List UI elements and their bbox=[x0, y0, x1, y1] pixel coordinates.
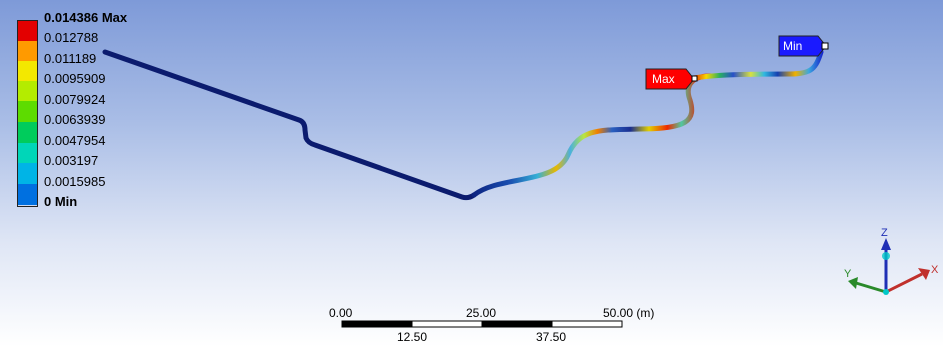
scale-label-50: 50.00 (m) bbox=[603, 306, 654, 320]
x-axis-arrow bbox=[918, 268, 930, 280]
scale-label-25: 25.00 bbox=[466, 306, 496, 320]
legend-swatch-5 bbox=[18, 122, 37, 143]
y-axis-arrow bbox=[848, 277, 858, 289]
min-probe-label: Min bbox=[783, 39, 802, 53]
min-probe[interactable]: Min bbox=[778, 35, 829, 57]
triad-origin-sphere bbox=[882, 252, 890, 260]
pipe-segment-upper[interactable] bbox=[691, 49, 824, 81]
triad-origin bbox=[883, 289, 889, 295]
scale-label-37-5: 37.50 bbox=[536, 330, 566, 344]
legend-label-6: 0.0047954 bbox=[44, 133, 106, 148]
scale-label-0: 0.00 bbox=[329, 306, 353, 320]
legend-swatch-3 bbox=[18, 81, 37, 101]
legend-label-7: 0.003197 bbox=[44, 153, 99, 168]
color-legend[interactable]: 0.014386 Max 0.012788 0.011189 0.0095909… bbox=[0, 0, 160, 215]
legend-label-3: 0.0095909 bbox=[44, 71, 106, 86]
max-probe[interactable]: Max bbox=[645, 68, 698, 90]
legend-swatch-8 bbox=[18, 184, 37, 205]
legend-label-1: 0.012788 bbox=[44, 30, 99, 45]
max-probe-label: Max bbox=[652, 72, 675, 86]
legend-swatch-2 bbox=[18, 61, 37, 81]
legend-label-4: 0.0079924 bbox=[44, 92, 106, 107]
pipe-segment-right[interactable] bbox=[471, 73, 713, 198]
y-axis-label: Y bbox=[844, 268, 852, 280]
scale-label-12-5: 12.50 bbox=[397, 330, 427, 344]
legend-label-5: 0.0063939 bbox=[44, 112, 106, 127]
x-axis-line bbox=[885, 272, 923, 294]
legend-label-min: 0 Min bbox=[44, 194, 78, 209]
axis-triad[interactable]: Z X Y bbox=[844, 227, 939, 295]
scale-bar bbox=[341, 320, 623, 328]
legend-swatch-1 bbox=[18, 41, 37, 61]
legend-swatch-4 bbox=[18, 101, 37, 122]
legend-swatch-6 bbox=[18, 143, 37, 163]
legend-label-2: 0.011189 bbox=[44, 51, 97, 66]
legend-frame bbox=[17, 20, 38, 207]
z-axis-arrow bbox=[881, 238, 891, 250]
legend-swatch-0 bbox=[18, 21, 37, 41]
legend-label-max: 0.014386 Max bbox=[44, 10, 128, 25]
legend-swatch-7 bbox=[18, 163, 37, 184]
x-axis-label: X bbox=[931, 264, 939, 276]
y-axis-line bbox=[855, 281, 887, 294]
pipe-segment-left[interactable] bbox=[102, 49, 477, 201]
z-axis-label: Z bbox=[881, 227, 888, 239]
legend-label-8: 0.0015985 bbox=[44, 174, 106, 189]
